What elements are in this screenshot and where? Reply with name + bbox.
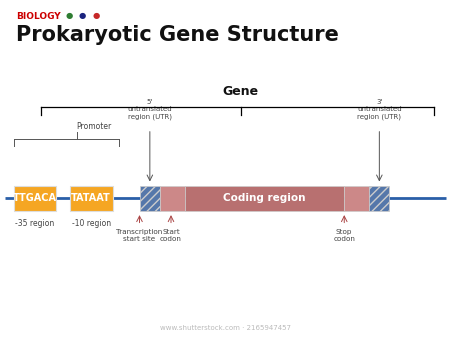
Text: ●: ● bbox=[65, 11, 72, 20]
Bar bbox=[140, 186, 160, 211]
Bar bbox=[14, 186, 56, 211]
Bar bbox=[344, 186, 369, 211]
Text: Transcription
start site: Transcription start site bbox=[117, 229, 162, 242]
Text: Start
codon: Start codon bbox=[160, 229, 182, 242]
Text: Gene: Gene bbox=[223, 85, 259, 98]
Text: Stop
codon: Stop codon bbox=[333, 229, 355, 242]
Text: Coding region: Coding region bbox=[223, 193, 306, 203]
Text: Promoter: Promoter bbox=[76, 121, 112, 131]
Text: TTGACA: TTGACA bbox=[13, 193, 57, 203]
Text: www.shutterstock.com · 2165947457: www.shutterstock.com · 2165947457 bbox=[159, 324, 291, 331]
Text: Prokaryotic Gene Structure: Prokaryotic Gene Structure bbox=[16, 25, 338, 45]
Bar bbox=[160, 186, 184, 211]
Text: ●: ● bbox=[79, 11, 86, 20]
Text: BIOLOGY: BIOLOGY bbox=[16, 12, 60, 21]
Bar bbox=[369, 186, 389, 211]
Bar bbox=[70, 186, 112, 211]
Text: 3'
untranslated
region (UTR): 3' untranslated region (UTR) bbox=[357, 99, 402, 120]
Text: -10 region: -10 region bbox=[72, 219, 111, 228]
Bar bbox=[184, 186, 344, 211]
Text: -35 region: -35 region bbox=[15, 219, 54, 228]
Text: TATAAT: TATAAT bbox=[71, 193, 111, 203]
Text: ●: ● bbox=[92, 11, 99, 20]
Text: 5'
untranslated
region (UTR): 5' untranslated region (UTR) bbox=[127, 99, 172, 120]
